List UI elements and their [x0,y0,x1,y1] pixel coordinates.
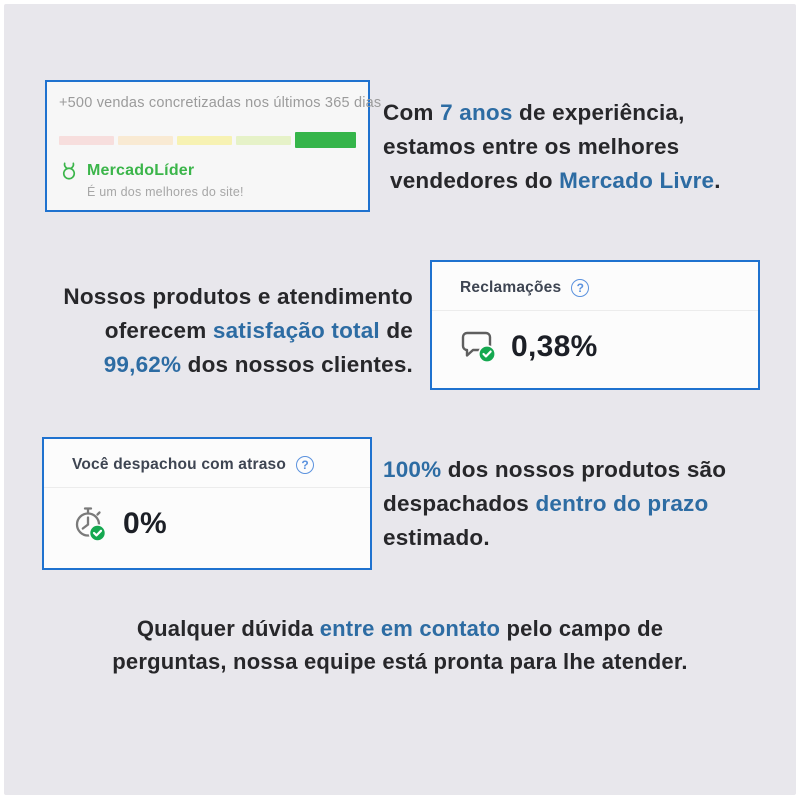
sales-caption: +500 vendas concretizadas nos últimos 36… [59,95,382,111]
experience-line2: estamos entre os melhores [383,134,680,159]
footer-seg-pre: Qualquer dúvida [136,616,320,641]
satisfaction-line1: Nossos produtos e atendimento [63,284,413,309]
leader-subtitle: É um dos melhores do site! [87,185,244,199]
divider [432,310,758,311]
leader-title: MercadoLíder [87,162,195,179]
reputation-bar-segment-orange [118,135,174,145]
reputation-card: +500 vendas concretizadas nos últimos 36… [45,80,382,212]
reputation-bar-segment-yellow [177,135,233,145]
delay-title: Você despachou com atraso [72,456,287,473]
footer-text: Qualquer dúvida entre em contato pelo ca… [0,612,800,678]
reputation-bar [59,132,356,148]
footer-line2: perguntas, nossa equipe está pronta para… [112,649,688,674]
experience-seg-mid: de experiência, [512,100,685,125]
medal-icon [59,161,79,181]
experience-line3-end: . [714,168,721,193]
footer-highlight-contact: entre em contato [319,616,501,641]
reputation-bar-segment-lightgreen [236,135,292,145]
satisfaction-text: Nossos produtos e atendimento oferecem s… [20,280,413,382]
claims-card: Reclamações ? 0,38% [430,260,760,390]
satisfaction-line3-end: dos nossos clientes. [181,352,413,377]
experience-line3-pre: vendedores do [390,168,560,193]
shipping-line3: estimado. [383,525,490,550]
stopwatch-icon [70,504,110,544]
shipping-line1-end: dos nossos produtos são [441,457,727,482]
claims-value: 0,38% [511,330,598,363]
help-icon[interactable]: ? [571,279,590,297]
satisfaction-highlight-pct: 99,62% [103,352,182,377]
help-icon[interactable]: ? [296,456,315,474]
delay-card: Você despachou com atraso ? 0% [42,437,372,570]
shipping-highlight-pct: 100% [383,457,442,482]
satisfaction-line2-pre: oferecem [104,318,213,343]
claims-title: Reclamações [460,279,562,296]
reputation-bar-segment-red [59,135,115,145]
speech-bubble-icon [458,327,498,367]
shipping-highlight-deadline: dentro do prazo [535,491,709,516]
reputation-bar-segment-green-active [295,132,356,148]
delay-value: 0% [123,507,167,540]
divider [44,487,370,488]
experience-seg-pre: Com [383,100,441,125]
shipping-text: 100% dos nossos produtos são despachados… [383,453,783,555]
experience-text: Com 7 anos de experiência, estamos entre… [383,96,773,198]
experience-highlight-brand: Mercado Livre [559,168,715,193]
satisfaction-highlight-total: satisfação total [212,318,380,343]
experience-highlight-years: 7 anos [440,100,513,125]
shipping-line2-pre: despachados [383,491,536,516]
satisfaction-line2-end: de [379,318,413,343]
footer-seg-end: pelo campo de [500,616,664,641]
